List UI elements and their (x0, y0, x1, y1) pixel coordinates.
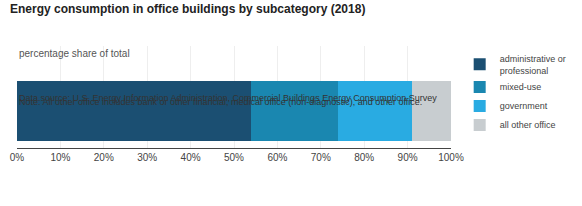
svg-text:0%: 0% (10, 152, 25, 163)
svg-text:40%: 40% (181, 152, 201, 163)
svg-text:80%: 80% (354, 152, 374, 163)
svg-text:30%: 30% (137, 152, 157, 163)
svg-text:10%: 10% (50, 152, 70, 163)
svg-text:percentage share of total: percentage share of total (19, 48, 130, 59)
svg-text:70%: 70% (311, 152, 331, 163)
svg-text:20%: 20% (94, 152, 114, 163)
svg-text:Data source: U.S. Energy Infor: Data source: U.S. Energy Information Adm… (19, 93, 437, 103)
svg-text:administrative orprofessional: administrative orprofessional (500, 54, 566, 76)
svg-text:Note: All other office include: Note: All other office includes bank or … (19, 97, 422, 107)
svg-text:all other office: all other office (500, 120, 556, 130)
svg-text:50%: 50% (224, 152, 244, 163)
svg-text:90%: 90% (398, 152, 418, 163)
svg-text:government: government (500, 101, 548, 111)
svg-text:100%: 100% (438, 152, 464, 163)
svg-text:60%: 60% (267, 152, 287, 163)
svg-text:Energy consumption in office b: Energy consumption in office buildings b… (10, 2, 365, 16)
svg-text:mixed-use: mixed-use (500, 82, 542, 92)
